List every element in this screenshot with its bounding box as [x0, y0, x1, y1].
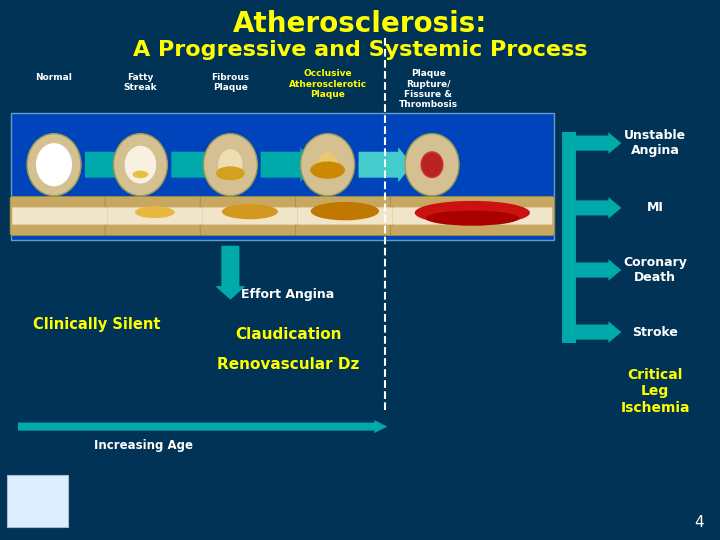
- FancyArrow shape: [569, 259, 621, 281]
- Text: Clinically Silent: Clinically Silent: [33, 316, 161, 332]
- FancyBboxPatch shape: [107, 207, 202, 225]
- Text: Unstable
Angina: Unstable Angina: [624, 129, 686, 157]
- Ellipse shape: [216, 166, 245, 180]
- Ellipse shape: [218, 149, 243, 180]
- FancyArrow shape: [569, 321, 621, 343]
- FancyBboxPatch shape: [11, 113, 554, 240]
- Ellipse shape: [422, 153, 442, 177]
- Ellipse shape: [420, 151, 444, 178]
- Text: NEIAMS: NEIAMS: [24, 511, 52, 517]
- Text: 4: 4: [695, 515, 704, 530]
- Text: Atherosclerosis:: Atherosclerosis:: [233, 10, 487, 38]
- Text: MI: MI: [647, 201, 664, 214]
- Text: Fatty
Streak: Fatty Streak: [124, 73, 157, 92]
- Ellipse shape: [114, 134, 167, 196]
- Ellipse shape: [415, 201, 530, 225]
- Text: Plaque
Rupture/
Fissure &
Thrombosis: Plaque Rupture/ Fissure & Thrombosis: [399, 69, 458, 109]
- Ellipse shape: [27, 134, 81, 196]
- FancyBboxPatch shape: [200, 196, 300, 235]
- Text: Critical
Leg
Ischemia: Critical Leg Ischemia: [621, 368, 690, 415]
- Ellipse shape: [132, 171, 148, 178]
- Text: Coronary
Death: Coronary Death: [624, 256, 687, 284]
- FancyBboxPatch shape: [7, 475, 68, 526]
- Text: Renovascular Dz: Renovascular Dz: [217, 357, 359, 372]
- Ellipse shape: [310, 161, 345, 179]
- Text: Fibrous
Plaque: Fibrous Plaque: [212, 73, 249, 92]
- Ellipse shape: [135, 206, 175, 218]
- Ellipse shape: [204, 134, 258, 196]
- Ellipse shape: [125, 146, 156, 184]
- Ellipse shape: [318, 152, 338, 177]
- Ellipse shape: [301, 134, 355, 196]
- Ellipse shape: [36, 143, 72, 186]
- Text: Effort Angina: Effort Angina: [241, 288, 335, 301]
- FancyArrow shape: [359, 147, 413, 183]
- Text: Claudication: Claudication: [235, 327, 341, 342]
- Text: A Progressive and Systemic Process: A Progressive and Systemic Process: [132, 39, 588, 60]
- FancyArrow shape: [18, 420, 387, 433]
- FancyArrow shape: [215, 246, 246, 300]
- Ellipse shape: [405, 134, 459, 196]
- FancyArrow shape: [569, 197, 621, 219]
- FancyBboxPatch shape: [390, 196, 554, 235]
- Text: Stroke: Stroke: [632, 326, 678, 339]
- FancyArrow shape: [569, 132, 621, 154]
- FancyBboxPatch shape: [392, 207, 552, 225]
- FancyArrow shape: [261, 147, 315, 183]
- FancyBboxPatch shape: [202, 207, 297, 225]
- Ellipse shape: [222, 204, 278, 219]
- FancyBboxPatch shape: [297, 207, 392, 225]
- FancyBboxPatch shape: [295, 196, 395, 235]
- FancyBboxPatch shape: [10, 196, 109, 235]
- FancyArrow shape: [85, 147, 139, 183]
- Text: Normal: Normal: [35, 73, 73, 82]
- FancyBboxPatch shape: [105, 196, 204, 235]
- Text: Occlusive
Atherosclerotic
Plaque: Occlusive Atherosclerotic Plaque: [289, 69, 366, 99]
- FancyArrow shape: [171, 147, 225, 183]
- Ellipse shape: [426, 211, 519, 226]
- Text: Increasing Age: Increasing Age: [94, 439, 194, 452]
- FancyBboxPatch shape: [12, 207, 107, 225]
- Ellipse shape: [311, 202, 379, 220]
- Text: ▲: ▲: [34, 496, 42, 506]
